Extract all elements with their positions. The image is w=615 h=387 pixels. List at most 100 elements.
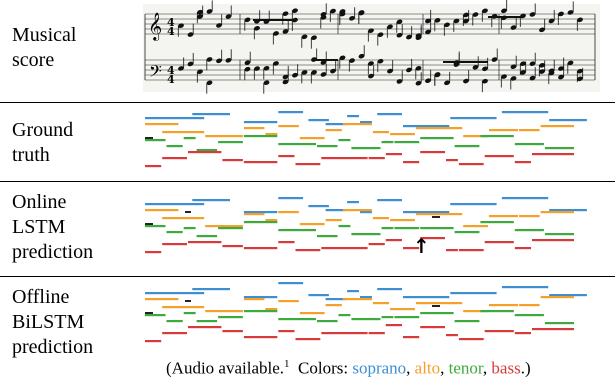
note-head bbox=[463, 12, 469, 18]
note-head bbox=[244, 17, 251, 23]
caption-suffix: .) bbox=[520, 358, 531, 378]
bass-note bbox=[532, 153, 574, 156]
note-head bbox=[529, 12, 536, 17]
tenor-note bbox=[317, 320, 338, 323]
note-head bbox=[187, 61, 194, 67]
tenor-note bbox=[338, 139, 351, 142]
bass-note bbox=[458, 338, 484, 341]
soprano-note bbox=[192, 199, 230, 202]
tenor-note bbox=[351, 147, 381, 150]
bass-note bbox=[403, 161, 420, 164]
note-head bbox=[510, 25, 517, 30]
alto-note bbox=[299, 137, 325, 140]
tenor-note bbox=[278, 318, 316, 321]
bass-note bbox=[446, 249, 458, 252]
alto-note bbox=[463, 135, 488, 138]
soprano-note bbox=[243, 211, 278, 214]
alto-note bbox=[325, 129, 342, 132]
bass-note bbox=[243, 247, 278, 250]
bass-note bbox=[514, 332, 531, 335]
note-head bbox=[539, 63, 545, 68]
alto-note bbox=[265, 219, 278, 222]
note-head bbox=[225, 14, 232, 19]
bass-note bbox=[368, 157, 385, 160]
alto-note bbox=[519, 215, 540, 218]
note-head bbox=[301, 70, 308, 75]
note-head bbox=[425, 78, 431, 84]
soprano-note bbox=[450, 292, 497, 295]
soprano-note bbox=[549, 209, 587, 212]
bass-note bbox=[514, 247, 531, 250]
tenor-note bbox=[196, 235, 218, 238]
soprano-note bbox=[450, 117, 497, 120]
label-musical-score: Musical score bbox=[12, 24, 77, 71]
tenor-note bbox=[166, 320, 183, 323]
time-signature-treble: 4 bbox=[167, 16, 175, 29]
tenor-note bbox=[394, 141, 420, 144]
alto-note bbox=[390, 219, 415, 222]
tenor-note bbox=[196, 149, 218, 152]
note-head bbox=[529, 61, 536, 67]
soprano-note bbox=[347, 290, 359, 293]
alto-note bbox=[540, 211, 574, 214]
note-head bbox=[216, 23, 222, 28]
note-head bbox=[330, 68, 336, 74]
tenor-note bbox=[454, 231, 480, 234]
bass-note bbox=[295, 249, 321, 252]
alto-note bbox=[278, 300, 299, 303]
alto-note bbox=[390, 133, 415, 136]
bass-note bbox=[145, 340, 162, 343]
alto-note bbox=[243, 298, 265, 301]
note-head bbox=[292, 17, 298, 23]
note-head bbox=[358, 53, 365, 59]
bass-note bbox=[321, 332, 368, 335]
alto-note bbox=[519, 129, 540, 132]
tenor-note bbox=[166, 145, 183, 148]
alto-note bbox=[162, 131, 205, 134]
note-head bbox=[415, 66, 422, 71]
note-head bbox=[425, 29, 431, 35]
note-head bbox=[434, 18, 441, 23]
bass-note bbox=[446, 159, 458, 162]
soprano-note bbox=[403, 296, 450, 299]
note-head bbox=[273, 61, 279, 66]
tenor-note bbox=[394, 227, 420, 230]
note-head bbox=[244, 60, 251, 65]
alto-note bbox=[205, 225, 243, 228]
bass-note bbox=[222, 245, 243, 248]
tenor-note bbox=[420, 137, 454, 140]
tenor-note bbox=[218, 227, 243, 230]
note-head bbox=[311, 35, 317, 41]
caption-colors-label: Colors: bbox=[298, 358, 349, 378]
bass-note bbox=[484, 155, 514, 158]
tenor-note bbox=[183, 312, 196, 315]
ground-truth-roll bbox=[145, 111, 587, 168]
tenor-note bbox=[544, 147, 574, 150]
note-head bbox=[577, 68, 583, 74]
error-mark bbox=[432, 216, 440, 218]
error-mark bbox=[185, 211, 191, 213]
note-head bbox=[358, 10, 365, 16]
note-head bbox=[197, 14, 203, 19]
note-head bbox=[548, 18, 555, 24]
soprano-note bbox=[501, 286, 549, 289]
caption-prefix: (Audio available. bbox=[166, 358, 285, 378]
soprano-note bbox=[450, 203, 497, 206]
caption-footnote: 1 bbox=[284, 358, 290, 370]
tenor-note bbox=[218, 316, 243, 319]
note-head bbox=[520, 70, 526, 75]
tenor-note bbox=[145, 314, 166, 317]
note-head bbox=[539, 69, 545, 74]
note-head bbox=[453, 18, 460, 24]
separator-1 bbox=[0, 102, 615, 103]
alto-note bbox=[145, 209, 179, 212]
soprano-note bbox=[308, 119, 329, 122]
bass-note bbox=[458, 163, 484, 166]
musical-score-svg: 𝄞 𝄢 4 4 44 bbox=[144, 0, 596, 94]
soprano-note bbox=[360, 296, 372, 299]
note-head bbox=[282, 79, 289, 85]
tenor-note bbox=[243, 310, 278, 313]
note-head bbox=[548, 70, 555, 76]
caption-alto: alto bbox=[414, 358, 441, 378]
